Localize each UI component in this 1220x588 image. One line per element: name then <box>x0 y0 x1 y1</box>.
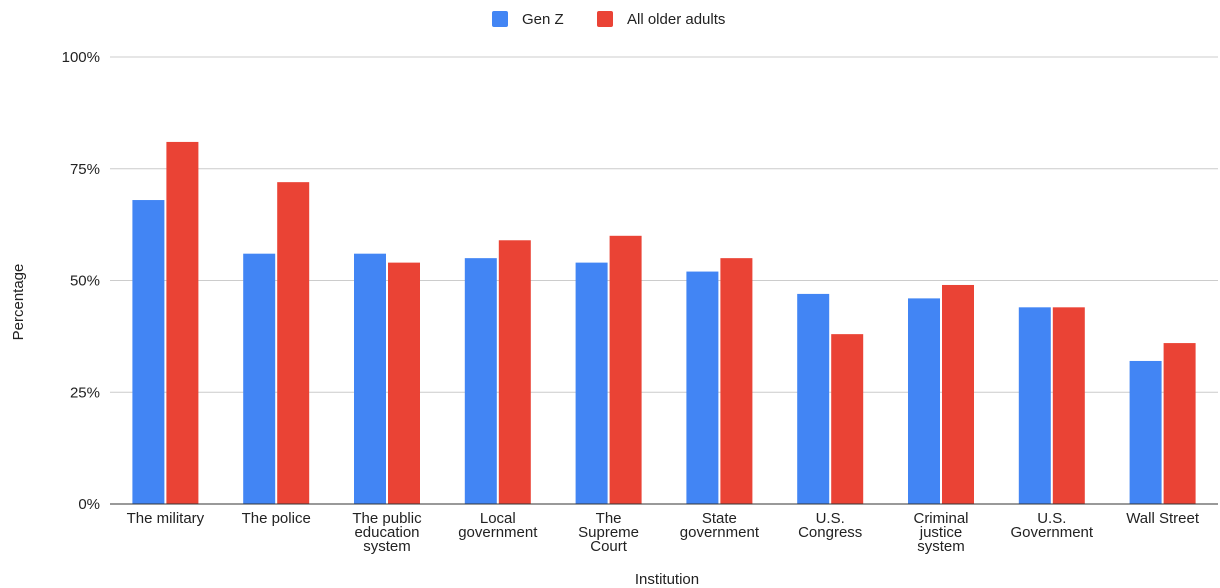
y-axis-ticks: 0% 25% 50% 75% 100% <box>62 49 100 513</box>
bar-older-adults <box>166 142 198 504</box>
x-axis-title: Institution <box>635 571 699 588</box>
y-tick-label: 25% <box>70 384 100 401</box>
y-tick-label: 100% <box>62 49 100 66</box>
x-tick-label: Local government <box>458 510 538 541</box>
y-tick-label: 75% <box>70 161 100 178</box>
legend-label: All older adults <box>627 11 725 28</box>
grid-layer <box>110 57 1218 392</box>
bar-older-adults <box>499 240 531 504</box>
bar-gen-z <box>576 263 608 504</box>
legend-swatch <box>492 11 508 27</box>
bar-older-adults <box>1164 343 1196 504</box>
legend-label: Gen Z <box>522 11 564 28</box>
bar-gen-z <box>797 294 829 504</box>
bar-older-adults <box>720 258 752 504</box>
y-axis-title: Percentage <box>10 264 27 341</box>
bar-gen-z <box>908 298 940 504</box>
x-tick-label: U.S. Congress <box>798 510 862 541</box>
bars-layer <box>132 142 1195 504</box>
x-tick-label: Criminal justice system <box>913 510 968 555</box>
x-axis-ticks: The military The police The public educatio… <box>127 510 1200 555</box>
bar-gen-z <box>465 258 497 504</box>
bar-gen-z <box>354 254 386 504</box>
bar-gen-z <box>1019 307 1051 504</box>
bar-older-adults <box>388 263 420 504</box>
bar-older-adults <box>277 182 309 504</box>
legend: Gen Z All older adults <box>492 11 725 28</box>
x-tick-label: U.S. Government <box>1011 510 1094 541</box>
x-tick-label: State government <box>680 510 760 541</box>
bar-gen-z <box>1130 361 1162 504</box>
y-tick-label: 50% <box>70 273 100 290</box>
bar-older-adults <box>942 285 974 504</box>
bar-gen-z <box>686 272 718 504</box>
x-tick-label: Wall Street <box>1126 510 1200 527</box>
x-tick-label: The public education system <box>352 510 422 555</box>
x-tick-label: The Supreme Court <box>578 510 639 555</box>
x-tick-label: The military <box>127 510 205 527</box>
bar-older-adults <box>610 236 642 504</box>
x-tick-label: The police <box>242 510 311 527</box>
bar-gen-z <box>243 254 275 504</box>
legend-swatch <box>597 11 613 27</box>
bar-gen-z <box>132 200 164 504</box>
bar-older-adults <box>1053 307 1085 504</box>
bar-older-adults <box>831 334 863 504</box>
y-tick-label: 0% <box>78 496 100 513</box>
